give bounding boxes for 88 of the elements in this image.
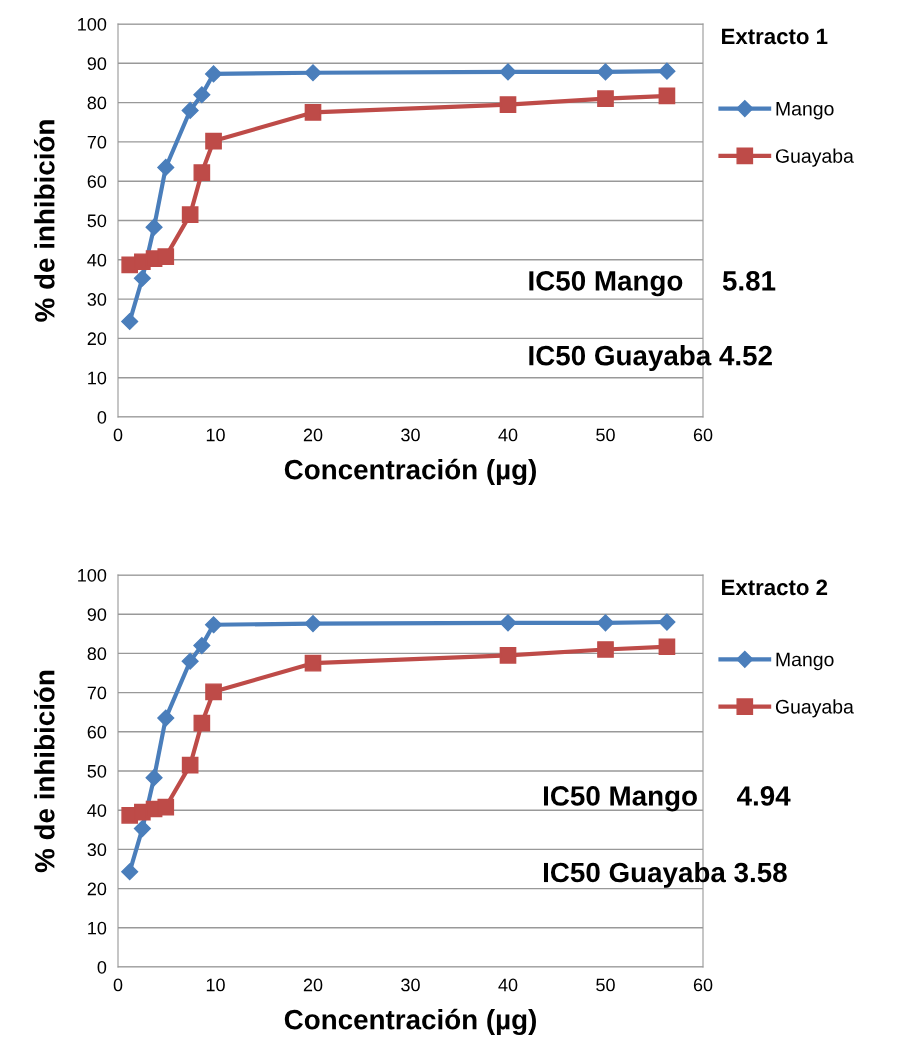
annotation: IC50 Guayaba 3.58 <box>543 861 787 888</box>
y-tick-label: 70 <box>87 686 107 700</box>
y-tick-label: 100 <box>78 17 107 31</box>
point <box>121 863 139 881</box>
point <box>499 63 517 81</box>
y-tick-label: 50 <box>87 214 107 228</box>
x-tick-label: 0 <box>113 978 123 992</box>
point <box>193 86 211 104</box>
point <box>204 65 223 83</box>
y-tick-label: 60 <box>87 725 107 739</box>
point <box>181 206 199 223</box>
point <box>193 714 211 732</box>
y-tick-label: 20 <box>87 332 107 346</box>
text: Extracto 2 <box>722 579 828 596</box>
annotation: IC50 Mango 5.81 <box>529 271 776 297</box>
point <box>597 641 614 658</box>
legend-label: Mango <box>776 102 834 120</box>
x-tick-label: 10 <box>206 978 225 992</box>
point <box>181 756 199 774</box>
point <box>157 158 175 176</box>
y-tick-label: 10 <box>88 371 107 385</box>
point <box>658 87 676 105</box>
x-tick-label: 40 <box>498 978 518 992</box>
x-tick-label: 60 <box>693 428 713 442</box>
point <box>205 132 222 150</box>
x-tick-label: 40 <box>498 428 518 442</box>
point <box>304 615 322 633</box>
y-tick-label: 0 <box>97 960 107 974</box>
y-tick-label: 30 <box>87 293 107 306</box>
x-tick-label: 50 <box>596 978 615 992</box>
point <box>499 647 517 664</box>
y-tick-label: 40 <box>87 804 107 817</box>
point <box>499 614 517 632</box>
point <box>658 62 676 80</box>
x-axis-title: Concentración (µg) <box>284 1008 536 1036</box>
point <box>145 769 163 787</box>
point <box>145 218 163 236</box>
legend-label: Guayaba <box>775 148 854 167</box>
y-tick-label: 90 <box>87 608 107 621</box>
legend-label: Guayaba <box>775 699 854 718</box>
point <box>157 709 175 727</box>
point <box>596 63 615 81</box>
text: Extracto 1 <box>722 28 828 45</box>
y-tick-label: 0 <box>97 410 107 424</box>
y-tick-label: 80 <box>87 96 107 110</box>
point <box>193 637 211 655</box>
x-tick-label: 60 <box>693 978 713 992</box>
y-tick-label: 80 <box>87 647 107 661</box>
y-tick-label: 20 <box>87 882 107 896</box>
point <box>658 613 676 631</box>
y-tick-label: 90 <box>87 57 107 71</box>
annotation: IC50 Mango 4.94 <box>543 786 791 812</box>
point <box>133 820 151 838</box>
x-tick-label: 20 <box>303 428 323 442</box>
x-tick-label: 30 <box>401 978 420 992</box>
y-tick-label: 60 <box>87 175 107 188</box>
point <box>304 654 322 672</box>
y-tick-label: 50 <box>87 764 107 778</box>
point <box>658 638 676 656</box>
y-axis-title: % de inhibición <box>33 670 55 873</box>
y-tick-label: 10 <box>88 921 107 935</box>
x-tick-label: 30 <box>401 428 420 442</box>
x-tick-label: 50 <box>596 428 615 442</box>
x-tick-label: 0 <box>113 428 123 442</box>
point <box>181 652 199 670</box>
point <box>304 64 322 82</box>
y-tick-label: 40 <box>87 253 107 267</box>
annotation: IC50 Guayaba 4.52 <box>529 345 772 371</box>
point <box>157 798 175 816</box>
point <box>597 90 614 108</box>
y-tick-label: 70 <box>87 135 107 149</box>
legend-label: Mango <box>776 652 834 671</box>
y-tick-label: 30 <box>87 843 107 857</box>
point <box>596 614 615 632</box>
point <box>133 269 151 287</box>
point <box>121 312 139 331</box>
point <box>181 101 199 120</box>
x-tick-label: 10 <box>206 428 225 442</box>
point <box>193 164 211 181</box>
point <box>499 96 517 113</box>
point <box>157 248 175 265</box>
x-tick-label: 20 <box>303 978 323 992</box>
point <box>205 683 222 701</box>
point <box>204 616 223 634</box>
x-axis-title: Concentración (µg) <box>284 458 536 486</box>
y-axis-title: % de inhibición <box>33 120 55 322</box>
y-tick-label: 100 <box>78 568 107 582</box>
point <box>304 104 322 121</box>
